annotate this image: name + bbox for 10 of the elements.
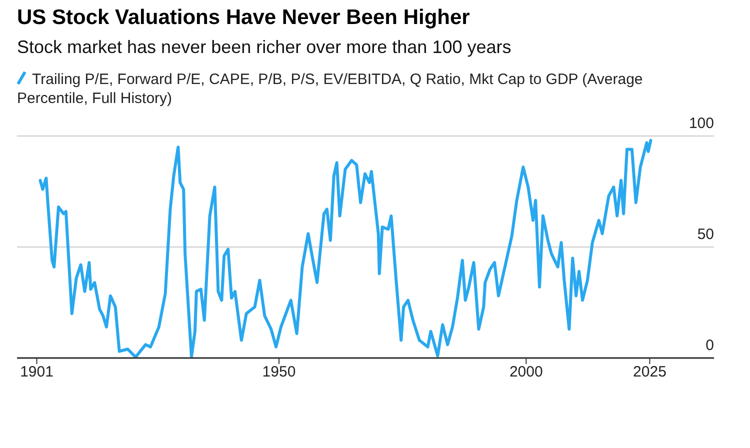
x-tick-label: 2000 <box>509 364 543 381</box>
x-tick-label: 1950 <box>262 364 296 381</box>
legend-label: Trailing P/E, Forward P/E, CAPE, P/B, P/S, EV/EBITDA, Q Ratio, Mkt Cap to GDP (Average Percentile, Full History) <box>17 71 643 107</box>
x-tick-label: 2025 <box>633 364 666 381</box>
y-tick-label: 0 <box>706 337 714 354</box>
y-tick-label: 100 <box>688 115 714 132</box>
x-tick-label: 1901 <box>20 364 54 381</box>
y-tick-label: 50 <box>697 226 714 243</box>
chart-title: US Stock Valuations Have Never Been Higher <box>17 6 470 30</box>
chart-subtitle: Stock market has never been richer over more than 100 years <box>17 37 512 58</box>
